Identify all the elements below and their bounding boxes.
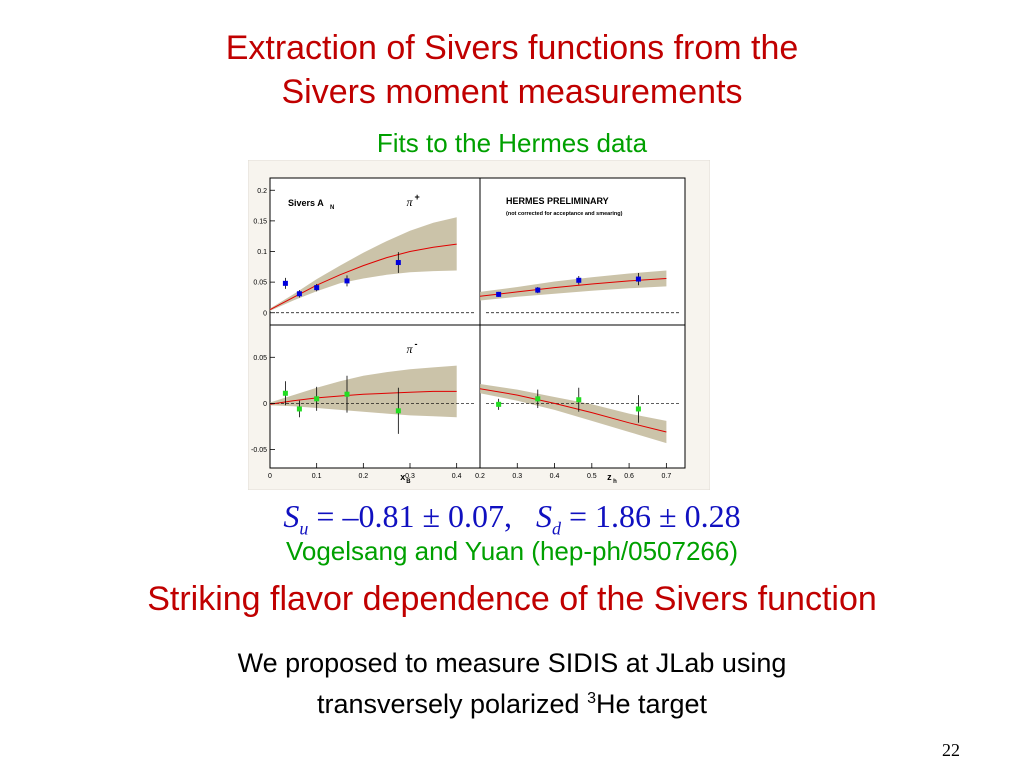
y-tick-label: 0 — [263, 310, 267, 317]
slide-title-line-1: Extraction of Sivers functions from the — [225, 29, 799, 67]
citation: Vogelsang and Yuan (hep-ph/0507266) — [285, 536, 739, 566]
data-point — [535, 287, 541, 293]
su-subscript: u — [299, 518, 309, 539]
x-tick-label: 0.4 — [452, 473, 462, 480]
x-axis-label-sub: h — [613, 479, 617, 485]
data-point — [496, 401, 502, 407]
su-value: = –0.81 ± 0.07, — [308, 498, 512, 534]
data-point — [282, 390, 288, 396]
headline: Striking flavor dependence of the Sivers… — [147, 580, 877, 618]
x-tick-label: 0.1 — [312, 473, 322, 480]
proposal-note: We proposed to measure SIDIS at JLab usi… — [0, 645, 1024, 722]
x-tick-label: 0.2 — [358, 473, 368, 480]
x-tick-label: 0.5 — [587, 473, 597, 480]
fit-curve — [479, 388, 667, 433]
data-point — [576, 277, 582, 283]
panel-label-sub: N — [330, 205, 334, 211]
data-point — [282, 280, 288, 286]
y-tick-label: 0.2 — [257, 188, 267, 195]
note-text-post: He target — [595, 689, 708, 719]
x-tick-label: 0.4 — [550, 473, 560, 480]
data-point — [296, 406, 302, 412]
panel-label: HERMES PRELIMINARY — [506, 196, 609, 206]
y-tick-label: 0.05 — [253, 355, 267, 362]
y-tick-label: 0 — [263, 401, 267, 408]
data-point — [496, 291, 502, 297]
uncertainty-band — [480, 384, 667, 444]
panel-bottom-right: 0.2 0.3 0.4 0.5 0.6 0.7 z h — [475, 324, 686, 485]
fit-curve — [479, 278, 667, 297]
sd-symbol: S — [536, 498, 552, 534]
panel-label: Sivers A — [288, 198, 324, 208]
x-tick-label: 0 — [268, 473, 272, 480]
page-number: 22 — [942, 740, 960, 760]
x-tick-label: 0.7 — [661, 473, 671, 480]
y-tick-label: -0.05 — [251, 447, 267, 454]
particle-label: π — [407, 342, 414, 356]
data-point — [635, 406, 641, 412]
data-point — [395, 408, 401, 414]
x-axis-label: z — [607, 472, 612, 482]
data-point — [344, 391, 350, 397]
data-point — [296, 291, 302, 297]
panel-note: (not corrected for acceptance and smeari… — [506, 211, 623, 217]
panel-top-right: HERMES PRELIMINARY (not corrected for acc… — [479, 177, 686, 326]
note-superscript: 3 — [587, 690, 596, 707]
data-point — [314, 285, 320, 291]
particle-charge: + — [415, 192, 420, 202]
sd-value: = 1.86 ± 0.28 — [561, 498, 741, 534]
data-point — [635, 276, 641, 282]
slide-title-line-2: Sivers moment measurements — [281, 73, 743, 111]
y-tick-label: 0.1 — [257, 249, 267, 256]
data-point — [314, 396, 320, 402]
particle-charge: - — [415, 339, 418, 349]
particle-label: π — [407, 195, 414, 209]
y-tick-label: 0.15 — [253, 218, 267, 225]
panel-frame — [479, 177, 686, 326]
fit-curve — [269, 390, 457, 405]
data-point — [576, 397, 582, 403]
x-tick-label: 0.2 — [475, 473, 485, 480]
proposal-note-line-1: We proposed to measure SIDIS at JLab usi… — [237, 648, 787, 678]
x-tick-label: 0.6 — [624, 473, 634, 480]
x-axis-label-sub: B — [406, 479, 411, 485]
note-text-pre: transversely polarized — [316, 689, 588, 719]
x-axis-label: x — [400, 472, 405, 482]
su-symbol: S — [283, 498, 300, 534]
data-point — [344, 278, 350, 284]
proposal-note-line-2: transversely polarized 3He target — [0, 681, 1024, 722]
data-point — [535, 396, 541, 402]
slide-subtitle: Fits to the Hermes data — [376, 128, 648, 158]
sd-subscript: d — [552, 518, 561, 539]
panel-bottom-left: -0.05 0 0.05 0 0.1 0.2 0.3 0.4 x Bπ - — [251, 324, 481, 485]
x-tick-label: 0.3 — [512, 473, 522, 480]
sivers-fit-formula: Su = –0.81 ± 0.07, Sd = 1.86 ± 0.28 — [0, 498, 1024, 539]
x-tick-label: 0.3 — [405, 473, 415, 480]
y-tick-label: 0.05 — [253, 280, 267, 287]
data-point — [395, 260, 401, 266]
